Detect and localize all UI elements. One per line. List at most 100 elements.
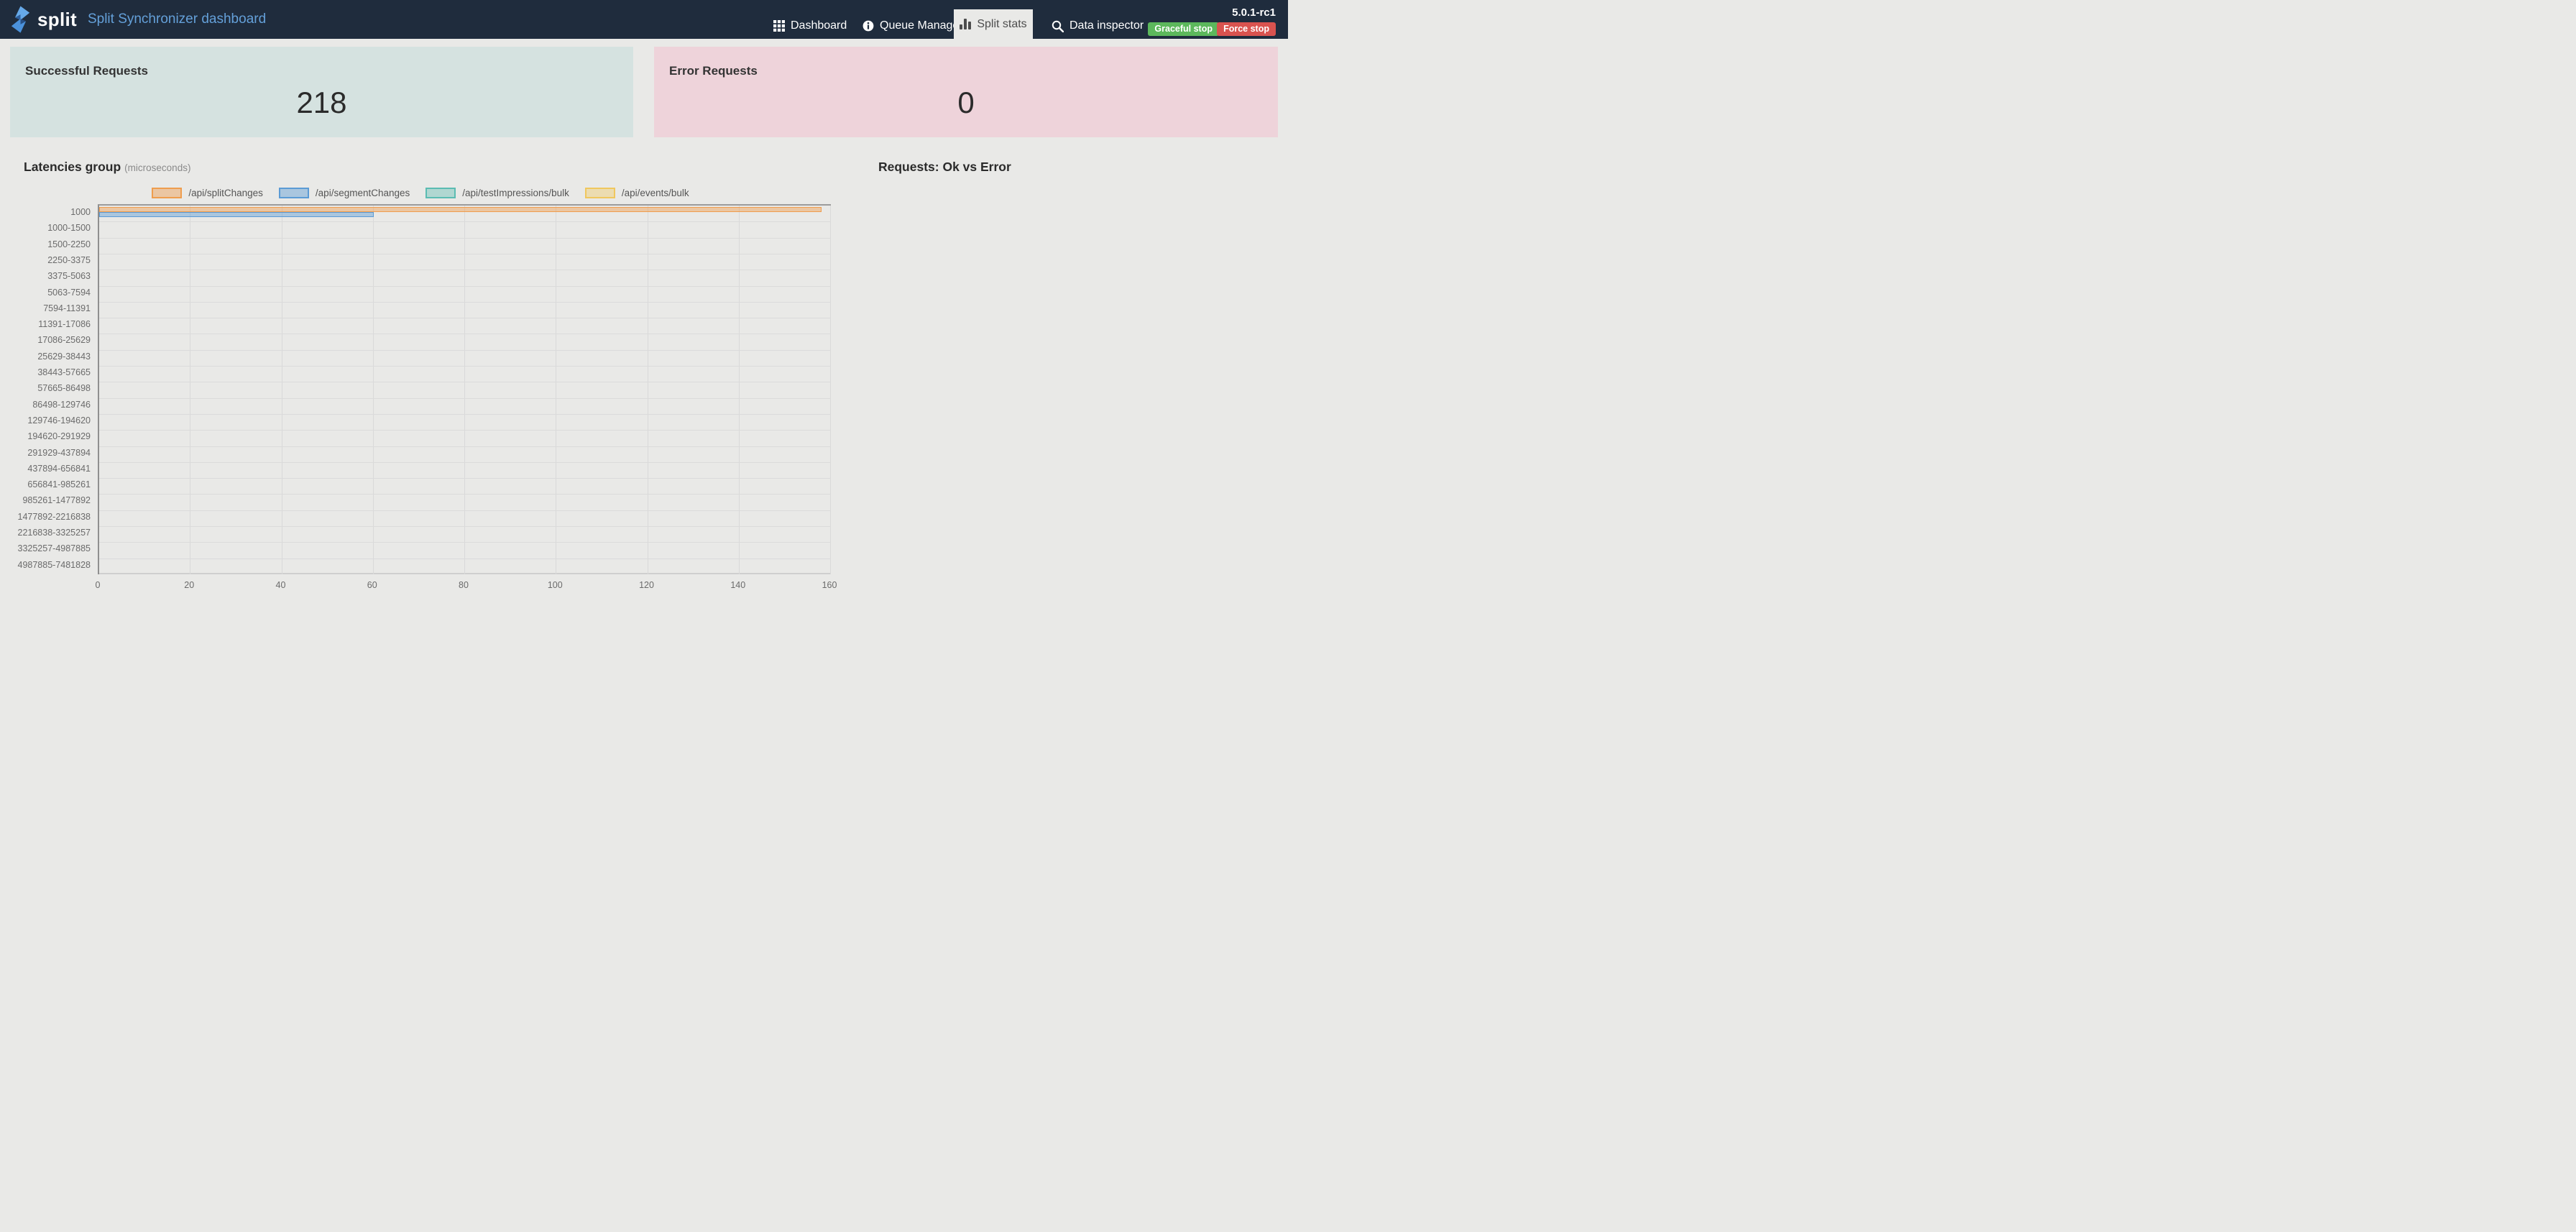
gridline xyxy=(830,206,831,574)
y-axis-label: 194620-291929 xyxy=(27,431,91,442)
latencies-section-title: Latencies group (microseconds) xyxy=(24,160,190,175)
nav-item-dashboard[interactable]: Dashboard xyxy=(773,13,847,39)
top-navbar: split Split Synchronizer dashboard Dashb… xyxy=(0,0,1288,39)
row-separator xyxy=(99,430,831,431)
y-axis-label: 1477892-2216838 xyxy=(17,511,91,522)
row-separator xyxy=(99,526,831,528)
nav-item-queue-manager[interactable]: Queue Manager xyxy=(862,13,963,39)
legend-swatch-icon xyxy=(152,188,183,198)
latency-chart: 1000 1000-1500 1500-2250 2250-3375 3375-5063… xyxy=(0,204,862,596)
gridline xyxy=(464,206,465,574)
y-axis-label: 86498-129746 xyxy=(32,399,91,410)
row-separator xyxy=(99,510,831,511)
nav-item-label: Queue Manager xyxy=(880,19,963,32)
y-axis-label: 57665-86498 xyxy=(37,383,91,394)
x-tick-label: 60 xyxy=(367,580,377,590)
gridline xyxy=(738,206,740,574)
y-axis-label: 1000 xyxy=(70,207,91,217)
y-axis-label: 25629-38443 xyxy=(37,351,91,362)
y-axis-labels: 1000 1000-1500 1500-2250 2250-3375 3375-5063… xyxy=(0,204,91,573)
legend-item: /api/segmentChanges xyxy=(278,188,410,198)
latency-plot xyxy=(98,204,831,574)
y-axis-label: 17086-25629 xyxy=(37,335,91,346)
error-requests-title: Error Requests xyxy=(669,64,758,78)
y-axis-label: 7594-11391 xyxy=(43,303,91,313)
y-axis-label: 5063-7594 xyxy=(47,287,91,298)
search-icon xyxy=(1052,20,1064,32)
gridline xyxy=(372,206,374,574)
row-separator xyxy=(99,237,831,239)
bar-chart-icon xyxy=(960,19,972,29)
brand-name: split xyxy=(37,9,77,30)
row-separator xyxy=(99,285,831,287)
y-axis-label: 11391-17086 xyxy=(38,319,91,330)
y-axis-label: 2216838-3325257 xyxy=(17,528,91,538)
latencies-title-text: Latencies group xyxy=(24,160,121,174)
nav-item-data-inspector[interactable]: Data inspector xyxy=(1052,13,1144,39)
y-axis-label: 291929-437894 xyxy=(27,447,91,458)
bar xyxy=(99,207,822,212)
row-separator xyxy=(99,542,831,543)
nav-item-split-stats[interactable]: Split stats xyxy=(954,9,1033,39)
force-stop-button[interactable]: Force stop xyxy=(1217,22,1276,36)
row-separator xyxy=(99,494,831,495)
x-tick-label: 140 xyxy=(730,580,746,590)
x-tick-label: 0 xyxy=(95,580,101,590)
legend-item: /api/splitChanges xyxy=(152,188,263,198)
brand-link[interactable]: split Split Synchronizer dashboard xyxy=(11,0,266,39)
y-axis-label: 38443-57665 xyxy=(37,367,91,378)
row-separator xyxy=(99,478,831,479)
y-axis-label: 1500-2250 xyxy=(47,239,91,249)
requests-section-title: Requests: Ok vs Error xyxy=(878,160,1011,174)
info-icon xyxy=(862,20,874,32)
y-axis-label: 656841-985261 xyxy=(27,479,91,490)
legend-swatch-icon xyxy=(278,188,309,198)
y-axis-label: 1000-1500 xyxy=(47,223,91,234)
x-tick-label: 20 xyxy=(184,580,195,590)
x-axis-line xyxy=(99,573,831,574)
split-logo-icon xyxy=(11,6,30,33)
row-separator xyxy=(99,413,831,415)
y-axis-label: 2250-3375 xyxy=(47,254,91,265)
nav-item-label: Split stats xyxy=(977,17,1027,30)
y-axis-label: 4987885-7481828 xyxy=(17,559,91,570)
y-axis-label: 129746-194620 xyxy=(27,415,91,426)
successful-requests-value: 218 xyxy=(296,86,347,119)
legend-item: /api/testImpressions/bulk xyxy=(426,188,569,198)
row-separator xyxy=(99,366,831,367)
nav-item-label: Dashboard xyxy=(791,19,847,32)
x-tick-label: 120 xyxy=(639,580,654,590)
grid-icon xyxy=(773,20,785,32)
x-tick-label: 40 xyxy=(275,580,286,590)
legend-label: /api/events/bulk xyxy=(621,188,689,198)
version-label: 5.0.1-rc1 xyxy=(1232,6,1276,19)
y-axis-label: 3375-5063 xyxy=(47,271,91,282)
y-axis-label: 985261-1477892 xyxy=(22,495,91,506)
app-title: Split Synchronizer dashboard xyxy=(87,12,267,27)
row-separator xyxy=(99,397,831,399)
row-separator xyxy=(99,446,831,447)
legend-label: /api/splitChanges xyxy=(188,188,263,198)
legend-label: /api/testImpressions/bulk xyxy=(462,188,569,198)
row-separator xyxy=(99,558,831,559)
row-separator xyxy=(99,461,831,463)
row-separator xyxy=(99,301,831,303)
successful-requests-title: Successful Requests xyxy=(25,64,149,78)
legend-swatch-icon xyxy=(426,188,456,198)
row-separator xyxy=(99,349,831,351)
legend-item: /api/events/bulk xyxy=(584,188,689,198)
graceful-stop-button[interactable]: Graceful stop xyxy=(1148,22,1219,36)
nav-item-label: Data inspector xyxy=(1070,19,1144,32)
y-axis-label: 437894-656841 xyxy=(27,463,91,474)
chart-legend: /api/splitChanges/api/segmentChanges/api… xyxy=(0,188,841,198)
x-tick-label: 160 xyxy=(822,580,837,590)
legend-label: /api/segmentChanges xyxy=(315,188,410,198)
legend-swatch-icon xyxy=(584,188,615,198)
error-requests-value: 0 xyxy=(957,86,975,119)
successful-requests-card: Successful Requests 218 xyxy=(10,47,633,137)
row-separator xyxy=(99,221,831,223)
x-tick-label: 80 xyxy=(459,580,469,590)
bar xyxy=(99,212,374,217)
x-axis-labels: 0 20 40 60 80 100 120 140 160 xyxy=(95,580,837,592)
error-requests-card: Error Requests 0 xyxy=(654,47,1278,137)
